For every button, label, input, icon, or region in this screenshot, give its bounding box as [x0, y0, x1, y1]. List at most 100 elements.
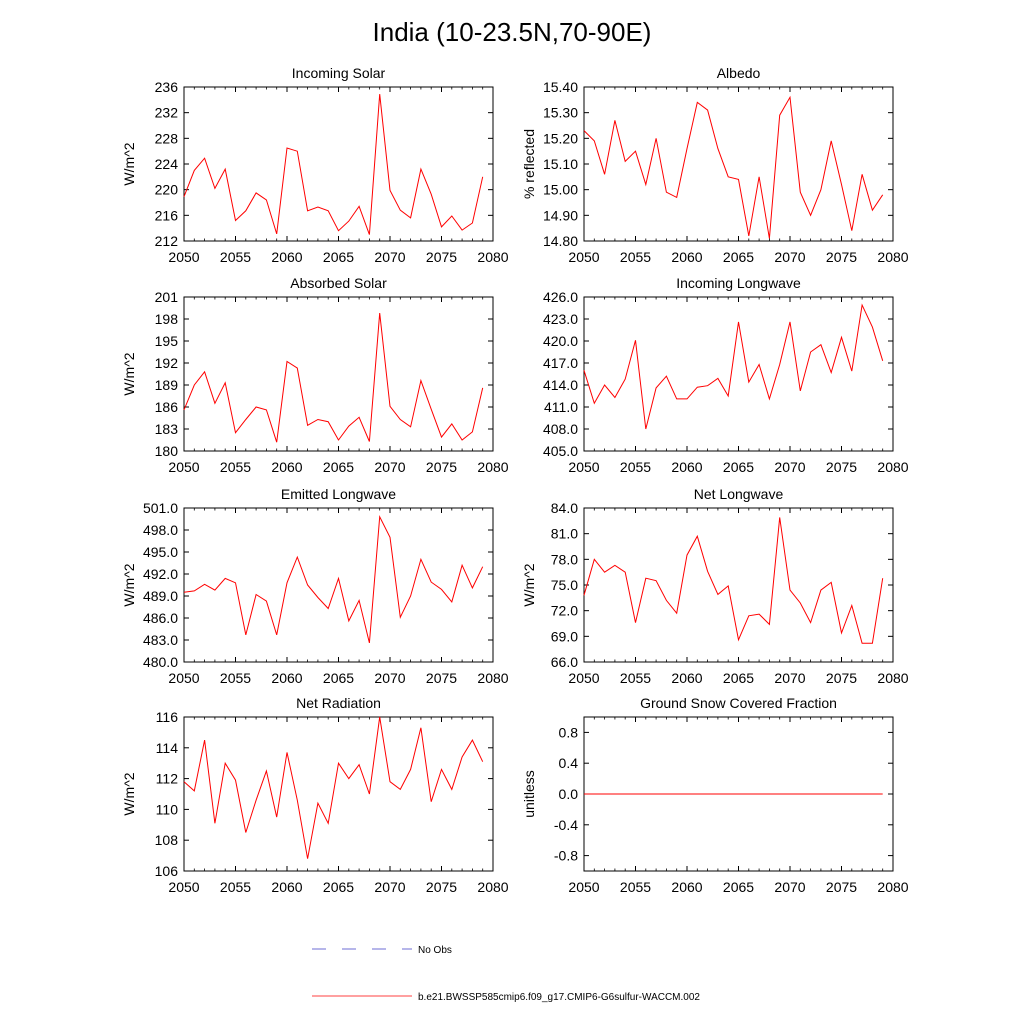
x-tick-label: 2065 [323, 459, 354, 475]
x-tick-label: 2050 [168, 879, 199, 895]
y-tick-label: 216 [155, 207, 179, 223]
y-axis-label: W/m^2 [121, 142, 137, 185]
x-tick-label: 2060 [671, 459, 702, 475]
x-tick-label: 2065 [723, 249, 754, 265]
x-tick-label: 2055 [620, 249, 651, 265]
x-tick-label: 2080 [477, 879, 508, 895]
chart-panel-6: Net Longwave 2050 2055 2060 2065 2070 2075 2080… [521, 486, 909, 686]
legend: No Obs b.e21.BWSSP585cmip6.f09_g17.CMIP6… [312, 945, 700, 1003]
y-tick-label: 201 [155, 289, 179, 305]
panel-title: Net Longwave [694, 486, 784, 502]
y-tick-label: 420.0 [543, 333, 578, 349]
x-tick-label: 2070 [374, 249, 405, 265]
y-tick-label: 84.0 [551, 500, 578, 516]
y-tick-label: 486.0 [143, 610, 178, 626]
x-tick-label: 2060 [671, 879, 702, 895]
y-tick-label: 220 [155, 182, 179, 198]
y-tick-label: 489.0 [143, 588, 178, 604]
x-tick-label: 2075 [826, 670, 857, 686]
y-tick-label: 14.80 [543, 233, 578, 249]
x-tick-label: 2065 [723, 459, 754, 475]
y-axis-label: W/m^2 [121, 352, 137, 395]
x-tick-label: 2065 [323, 249, 354, 265]
panel-title: Net Radiation [296, 695, 381, 711]
y-axis-label: % reflected [521, 129, 537, 199]
x-tick-label: 2050 [168, 670, 199, 686]
x-tick-label: 2070 [374, 459, 405, 475]
x-tick-label: 2060 [671, 249, 702, 265]
plot-frame [183, 716, 494, 872]
x-tick-label: 2075 [426, 459, 457, 475]
x-tick-label: 2070 [774, 879, 805, 895]
y-tick-label: 228 [155, 130, 179, 146]
x-tick-label: 2055 [220, 670, 251, 686]
y-tick-label: 78.0 [551, 551, 578, 567]
plot-frame [583, 296, 894, 452]
y-tick-label: -0.4 [554, 817, 578, 833]
panel-title: Absorbed Solar [290, 275, 387, 291]
y-tick-label: 232 [155, 105, 179, 121]
series-line [183, 94, 484, 235]
y-tick-label: 405.0 [543, 443, 578, 459]
x-tick-label: 2050 [568, 670, 599, 686]
x-tick-label: 2075 [826, 249, 857, 265]
y-tick-label: 0.8 [559, 724, 579, 740]
y-tick-label: 189 [155, 377, 179, 393]
y-tick-label: -0.8 [554, 848, 578, 864]
x-tick-label: 2065 [723, 670, 754, 686]
x-tick-label: 2070 [774, 670, 805, 686]
x-tick-label: 2070 [774, 249, 805, 265]
y-tick-label: 483.0 [143, 632, 178, 648]
x-tick-label: 2050 [568, 459, 599, 475]
plot-frame [183, 296, 494, 452]
x-tick-label: 2075 [426, 249, 457, 265]
x-tick-label: 2060 [271, 670, 302, 686]
y-tick-label: 15.10 [543, 156, 578, 172]
x-tick-label: 2055 [220, 879, 251, 895]
y-tick-label: 108 [155, 832, 179, 848]
plot-frame [583, 86, 894, 242]
chart-panel-4: Incoming Longwave 2050 2055 2060 2065 2070 207… [543, 275, 909, 475]
series-line [183, 514, 484, 644]
x-tick-label: 2050 [168, 249, 199, 265]
x-tick-label: 2070 [774, 459, 805, 475]
x-tick-label: 2050 [568, 879, 599, 895]
panel-title: Albedo [717, 65, 761, 81]
x-tick-label: 2060 [271, 879, 302, 895]
x-tick-label: 2060 [271, 459, 302, 475]
y-tick-label: 183 [155, 421, 179, 437]
x-tick-label: 2055 [220, 459, 251, 475]
y-tick-label: 192 [155, 355, 179, 371]
y-tick-label: 0.0 [559, 786, 579, 802]
y-tick-label: 75.0 [551, 577, 578, 593]
x-tick-label: 2055 [620, 879, 651, 895]
chart-panels: Incoming Solar 2050 2055 2060 2065 2070 2075 20… [121, 65, 909, 895]
y-tick-label: 69.0 [551, 628, 578, 644]
y-tick-label: 417.0 [543, 355, 578, 371]
y-tick-label: 480.0 [143, 654, 178, 670]
x-tick-label: 2080 [477, 670, 508, 686]
y-tick-label: 498.0 [143, 522, 178, 538]
y-tick-label: 411.0 [544, 399, 578, 415]
chart-panel-2: Albedo 2050 2055 2060 2065 2070 2075 2080 14.80 1… [521, 65, 909, 265]
plot-frame [183, 507, 494, 663]
y-tick-label: 81.0 [551, 526, 578, 542]
y-tick-label: 106 [155, 863, 179, 879]
x-tick-label: 2080 [877, 670, 908, 686]
series-line [583, 517, 884, 644]
x-tick-label: 2070 [374, 670, 405, 686]
y-tick-label: 426.0 [543, 289, 578, 305]
x-tick-label: 2075 [826, 459, 857, 475]
panel-title: Ground Snow Covered Fraction [640, 695, 837, 711]
y-tick-label: 114 [156, 740, 179, 756]
y-tick-label: 224 [155, 156, 179, 172]
y-tick-label: 212 [155, 233, 179, 249]
chart-panel-3: Absorbed Solar 2050 2055 2060 2065 2070 2075 20… [121, 275, 509, 475]
y-tick-label: 72.0 [551, 603, 578, 619]
y-tick-label: 423.0 [543, 311, 578, 327]
y-tick-label: 186 [155, 399, 179, 415]
y-axis-label: W/m^2 [521, 563, 537, 606]
x-tick-label: 2070 [374, 879, 405, 895]
y-tick-label: 66.0 [551, 654, 578, 670]
